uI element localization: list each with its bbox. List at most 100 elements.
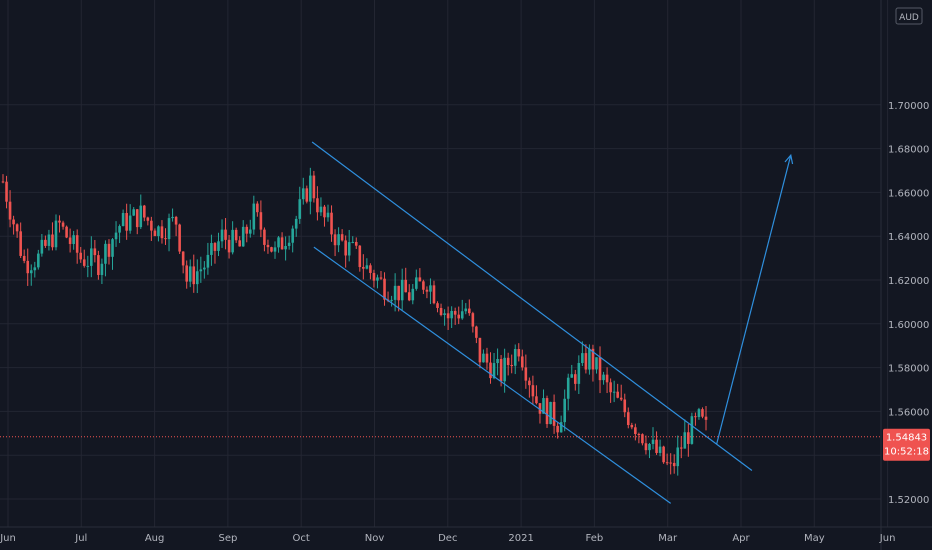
price-tick-label: 1.56000: [888, 407, 929, 418]
candle-body-down: [143, 205, 146, 218]
projection-arrow-head[interactable]: [784, 153, 794, 165]
candle-body-down: [704, 416, 708, 420]
price-tick-label: 1.70000: [888, 101, 929, 112]
candle-body-up: [252, 203, 256, 230]
price-tick-label: 1.66000: [888, 188, 929, 199]
candle-body-up: [676, 447, 680, 467]
currency-badge[interactable]: AUD: [895, 7, 923, 25]
candle-body-down: [397, 285, 400, 301]
candle-body-up: [690, 416, 694, 444]
candle-body-down: [425, 289, 429, 292]
candle-body-down: [485, 353, 489, 363]
candle-body-down: [44, 239, 47, 246]
candle-body-up: [294, 218, 298, 229]
candle-body-down: [1, 181, 5, 183]
candle-body-down: [164, 238, 167, 240]
candle-body-down: [616, 391, 619, 398]
candle-body-down: [234, 229, 238, 241]
projection-arrow-line[interactable]: [716, 155, 792, 445]
candle-body-down: [8, 201, 12, 220]
trend-layer[interactable]: [311, 141, 794, 504]
price-tick-label: 1.58000: [888, 364, 929, 375]
candle-body-up: [100, 263, 104, 275]
candle-body-up: [542, 398, 545, 414]
candle-body-down: [584, 353, 588, 370]
candle-body-down: [499, 359, 503, 382]
candle-body-down: [238, 240, 241, 247]
time-tick-label: Sep: [218, 533, 237, 544]
candle-body-down: [372, 272, 376, 281]
candle-body-down: [694, 416, 697, 418]
candle-body-down: [701, 409, 704, 417]
candle-body-down: [665, 462, 669, 464]
candle-body-up: [114, 232, 118, 240]
price-axis[interactable]: 1.520001.540001.560001.580001.600001.620…: [883, 7, 930, 506]
candle-body-up: [376, 277, 379, 281]
candle-body-down: [478, 337, 482, 363]
candle-body-up: [273, 247, 277, 252]
candle-body-down: [475, 326, 478, 338]
candle-body-up: [111, 239, 114, 257]
candle-body-down: [517, 349, 521, 357]
candle-body-up: [128, 215, 132, 231]
candle-body-down: [432, 285, 436, 304]
candle-body-down: [591, 348, 595, 370]
candle-body-down: [82, 259, 86, 266]
candle-body-down: [418, 277, 422, 282]
candle-body-down: [407, 292, 411, 301]
price-tick-label: 1.60000: [888, 320, 929, 331]
candle-body-up: [460, 311, 464, 319]
time-tick-label: Jun: [879, 533, 896, 544]
upper-channel-line[interactable]: [311, 141, 753, 472]
candle-body-down: [619, 397, 623, 400]
candle-body-up: [658, 446, 662, 453]
candle-body-up: [301, 188, 305, 200]
lower-channel-line[interactable]: [313, 246, 672, 504]
candle-body-up: [248, 229, 252, 234]
candle-body-down: [65, 226, 68, 238]
candle-body-up: [326, 212, 330, 218]
candle-body-down: [160, 226, 164, 239]
candle-body-down: [672, 462, 676, 467]
currency-badge-border: [895, 7, 923, 25]
candle-body-down: [316, 198, 319, 213]
candle-body-up: [195, 271, 199, 285]
candle-body-down: [453, 310, 457, 315]
time-tick-label: Nov: [365, 533, 385, 544]
candle-body-down: [51, 234, 54, 248]
candle-body-up: [443, 313, 446, 315]
candle-body-down: [521, 356, 524, 368]
candle-body-up: [284, 245, 287, 250]
countdown-label: 10:52:18: [884, 447, 929, 458]
candle-body-up: [697, 409, 701, 418]
candle-body-down: [626, 412, 630, 426]
candle-body-up: [595, 357, 598, 370]
candle-body-down: [245, 226, 249, 234]
candle-body-down: [185, 265, 188, 282]
candle-body-down: [330, 212, 333, 235]
candle-body-up: [54, 220, 58, 248]
candle-body-down: [506, 357, 510, 366]
candle-body-up: [139, 205, 143, 228]
candle-body-down: [605, 374, 609, 383]
candle-body-down: [178, 224, 181, 252]
candle-body-up: [291, 228, 294, 243]
candle-body-down: [669, 462, 672, 464]
candle-body-down: [641, 434, 644, 444]
candle-body-up: [309, 175, 312, 202]
candle-body-up: [199, 269, 203, 272]
candle-body-down: [79, 252, 83, 260]
candle-body-down: [379, 277, 383, 279]
candle-body-down: [468, 308, 471, 314]
candle-body-up: [188, 266, 192, 282]
candle-body-down: [436, 303, 439, 308]
candle-body-down: [150, 220, 153, 231]
candle-body-down: [146, 217, 150, 221]
candle-body-down: [259, 212, 263, 230]
candle-body-down: [340, 234, 344, 241]
candle-body-up: [651, 439, 655, 444]
candle-body-down: [630, 425, 634, 428]
